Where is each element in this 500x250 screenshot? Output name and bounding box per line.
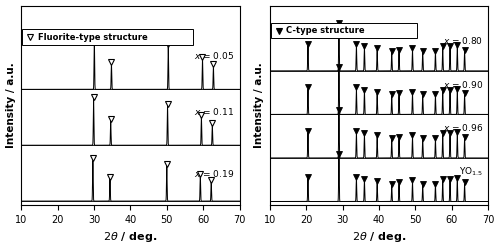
Text: Fluorite-type structure: Fluorite-type structure [38,32,148,42]
Text: $x$ = 0.80: $x$ = 0.80 [443,35,483,46]
Text: $x$ = 0.05: $x$ = 0.05 [194,50,234,61]
Text: $x$ = 0.19: $x$ = 0.19 [194,168,234,179]
Text: $x$ = 0.90: $x$ = 0.90 [442,79,483,90]
Text: $x$ = 0.96: $x$ = 0.96 [442,122,483,133]
X-axis label: $2\theta$ / deg.: $2\theta$ / deg. [352,230,406,244]
X-axis label: $2\theta$ / deg.: $2\theta$ / deg. [103,230,158,244]
Y-axis label: Intensity / a.u.: Intensity / a.u. [6,62,16,148]
Text: C-type structure: C-type structure [286,26,364,35]
FancyBboxPatch shape [22,29,194,45]
Text: YO$_{1.5}$: YO$_{1.5}$ [458,166,483,178]
Text: $x$ = 0.11: $x$ = 0.11 [194,106,234,117]
Y-axis label: Intensity / a.u.: Intensity / a.u. [254,62,264,148]
FancyBboxPatch shape [271,23,416,38]
